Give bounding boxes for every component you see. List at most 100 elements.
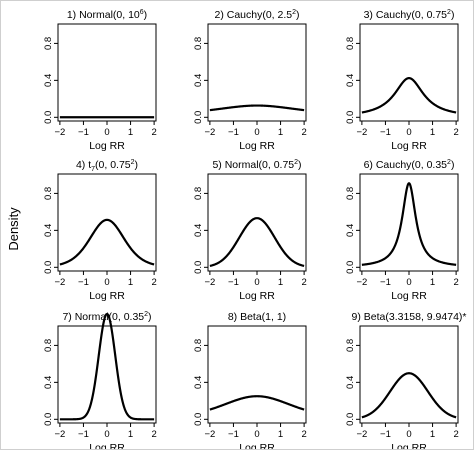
title-tail: ) (135, 159, 139, 171)
title-main: 1) Normal(0, 10 (67, 9, 140, 21)
y-tick-label: 0.0 (193, 111, 204, 124)
x-tick-label: 2 (151, 127, 156, 138)
x-axis-label: Log RR (89, 140, 125, 152)
x-tick-label: 2 (453, 429, 458, 440)
y-tick-label: 0.0 (193, 413, 204, 426)
title-main: 2) Cauchy(0, 2.5 (214, 9, 292, 21)
y-tick-label: 0.4 (345, 376, 356, 389)
y-tick-label: 0.0 (43, 413, 54, 426)
x-tick-label: −2 (54, 127, 65, 138)
title-superscript: 2 (292, 9, 296, 16)
title-rest: (0, 0.75 (95, 159, 131, 171)
x-tick-label: 0 (254, 277, 259, 288)
panel-title: 3) Cauchy(0, 0.752) (364, 9, 455, 21)
title-main: 3) Cauchy(0, 0.75 (364, 9, 448, 21)
panel-title: 7) Normal(0, 0.352) (62, 311, 151, 323)
y-tick-label: 0.8 (345, 339, 356, 352)
y-tick-label: 0.0 (345, 261, 356, 274)
plot-frame (359, 23, 459, 122)
x-tick-label: 2 (453, 277, 458, 288)
x-tick-label: 0 (104, 277, 109, 288)
title-tail: ) (298, 159, 302, 171)
title-main: 6) Cauchy(0, 0.35 (364, 159, 448, 171)
x-tick-label: 0 (406, 127, 411, 138)
y-tick-label: 0.8 (193, 187, 204, 200)
title-tail: ) (144, 9, 148, 21)
x-axis-label: Log RR (391, 140, 427, 152)
y-tick-label: 0.8 (193, 37, 204, 50)
plot-frame (57, 325, 157, 424)
x-tick-label: 1 (128, 127, 133, 138)
x-axis-label: Log RR (239, 290, 275, 302)
y-tick-label: 0.8 (193, 339, 204, 352)
panel-8: 8) Beta(1, 1) −2 −1 0 1 2 Log RR 0.0 0.4 0.8 (193, 311, 307, 454)
density-curve (209, 217, 305, 267)
plot-frame (57, 23, 157, 122)
plot-frame (57, 173, 157, 272)
y-tick-label: 0.4 (43, 224, 54, 237)
x-axis-label: Log RR (239, 442, 275, 449)
x-tick-label: 0 (104, 127, 109, 138)
panel-1: 1) Normal(0, 106) −2 −1 0 1 2 Log RR 0.0 0.4 0.8 (43, 9, 157, 152)
x-tick-label: −2 (356, 127, 367, 138)
x-tick-label: 1 (278, 429, 283, 440)
title-superscript: 2 (294, 159, 298, 166)
x-tick-label: 1 (430, 429, 435, 440)
panel-title: 2) Cauchy(0, 2.52) (214, 9, 299, 21)
y-tick-label: 0.8 (43, 37, 54, 50)
y-tick-label: 0.4 (193, 74, 204, 87)
y-tick-label: 0.4 (193, 224, 204, 237)
y-tick-label: 0.0 (193, 261, 204, 274)
x-tick-label: 1 (128, 429, 133, 440)
y-tick-label: 0.4 (193, 376, 204, 389)
x-tick-label: −1 (78, 277, 89, 288)
panel-title: 5) Normal(0, 0.752) (212, 159, 301, 171)
x-axis-label: Log RR (239, 140, 275, 152)
figure-ylabel: Density (6, 207, 21, 251)
title-main: 9) Beta(3.3158, 9.9474)* (352, 311, 467, 323)
panel-title: 6) Cauchy(0, 0.352) (364, 159, 455, 171)
x-axis-label: Log RR (89, 290, 125, 302)
title-superscript: 6 (140, 9, 144, 16)
x-tick-label: −2 (204, 429, 215, 440)
title-tail: ) (296, 9, 300, 21)
density-curve (209, 395, 305, 411)
x-axis-label: Log RR (89, 442, 125, 449)
x-tick-label: 1 (128, 277, 133, 288)
x-tick-label: 0 (406, 429, 411, 440)
y-tick-label: 0.8 (345, 37, 356, 50)
x-tick-label: −1 (78, 127, 89, 138)
plot-frame (359, 173, 459, 272)
title-superscript: 2 (131, 159, 135, 166)
panel-9: 9) Beta(3.3158, 9.9474)* −2 −1 0 1 2 Log RR 0.0… (345, 311, 467, 454)
x-tick-label: 0 (406, 277, 411, 288)
y-tick-label: 0.0 (345, 111, 356, 124)
y-tick-label: 0.4 (43, 376, 54, 389)
x-tick-label: 1 (430, 277, 435, 288)
density-curve (59, 218, 155, 266)
panel-title: 9) Beta(3.3158, 9.9474)* (352, 311, 467, 323)
y-tick-label: 0.4 (345, 224, 356, 237)
density-curve (209, 104, 305, 112)
x-tick-label: 2 (301, 277, 306, 288)
panel-title: 4) t7(0, 0.752) (76, 159, 138, 173)
x-tick-label: 2 (151, 277, 156, 288)
plot-frame (359, 325, 459, 424)
x-tick-label: 0 (254, 429, 259, 440)
x-tick-label: −2 (54, 429, 65, 440)
x-tick-label: −2 (356, 277, 367, 288)
title-main: 4) t (76, 159, 91, 171)
x-tick-label: −1 (380, 127, 391, 138)
y-tick-label: 0.8 (43, 187, 54, 200)
x-tick-label: −2 (204, 127, 215, 138)
title-main: 7) Normal(0, 0.35 (62, 311, 144, 323)
density-curve (361, 77, 457, 114)
y-tick-label: 0.4 (345, 74, 356, 87)
x-tick-label: −1 (380, 277, 391, 288)
y-tick-label: 0.0 (43, 111, 54, 124)
